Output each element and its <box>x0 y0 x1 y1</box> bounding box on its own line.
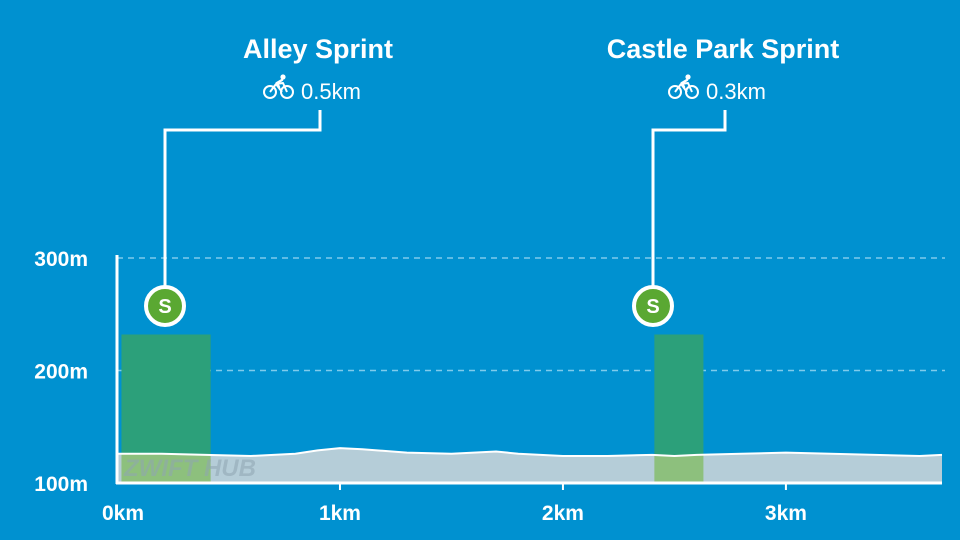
bicycle-icon <box>263 74 294 99</box>
x-tick-label: 2km <box>542 502 584 525</box>
bicycle-wheel-rear <box>668 85 682 99</box>
y-tick-label: 100m <box>34 473 88 496</box>
rider-body <box>680 78 689 89</box>
sprint-badge-label: S <box>158 296 171 318</box>
rider-head <box>280 74 286 80</box>
bicycle-icon <box>668 74 699 99</box>
segment-title: Castle Park Sprint <box>607 34 840 64</box>
segment-connector <box>163 110 322 288</box>
rider-head <box>685 74 691 80</box>
x-tick-label: 1km <box>319 502 361 525</box>
x-tick-label: 3km <box>765 502 807 525</box>
segment-profile-2 <box>654 454 704 483</box>
y-tick-label: 300m <box>34 248 88 271</box>
sprint-badge-label: S <box>646 296 659 318</box>
sprint-badge <box>144 285 186 327</box>
watermark-text: ZWIFT HUB <box>123 455 256 482</box>
segment-title: Alley Sprint <box>243 34 393 64</box>
elevation-line <box>117 447 943 458</box>
segment-profile-1 <box>121 453 211 483</box>
bicycle-wheel-rear <box>263 85 277 99</box>
watermark: ZWIFT HUB <box>123 455 256 482</box>
elevation-area <box>117 448 942 483</box>
x-tick-label: 0km <box>102 502 144 525</box>
segment-connector <box>651 110 727 288</box>
grid-lines <box>117 257 945 372</box>
elevation-profile <box>117 447 943 483</box>
rider-body <box>275 78 284 89</box>
segment-distance: 0.5km <box>301 79 361 104</box>
segment-callouts: Alley Sprint 0.5km S Castle Park Sprint 0.3k… <box>144 34 840 327</box>
axes: 100m 200m 300m 0km 1km 2km 3km <box>34 248 942 525</box>
sprint-badge <box>632 285 674 327</box>
segment-distance: 0.3km <box>706 79 766 104</box>
y-tick-label: 200m <box>34 361 88 384</box>
